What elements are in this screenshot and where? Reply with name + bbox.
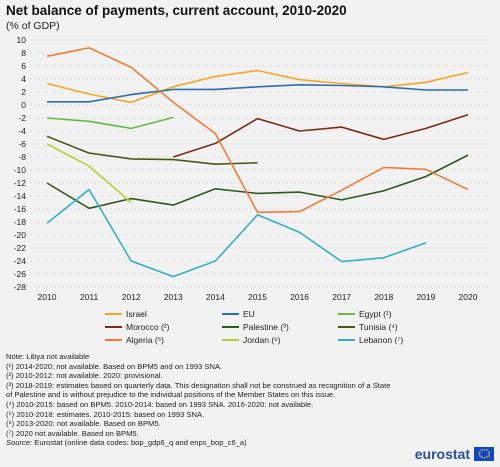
legend-label-tunisia: Tunisia (⁴) — [359, 322, 398, 332]
x-tick-label: 2011 — [80, 292, 99, 302]
legend-label-egypt: Egypt (¹) — [359, 309, 392, 319]
y-tick-label: -26 — [14, 269, 27, 279]
flag-star-icon: ★ — [483, 455, 486, 460]
y-tick-label: -24 — [14, 256, 27, 266]
y-tick-label: 4 — [21, 74, 26, 84]
y-tick-label: 2 — [21, 87, 26, 97]
series-line-palestine — [46, 154, 469, 210]
x-tick-label: 2016 — [290, 292, 309, 302]
flag-star-icon: ★ — [488, 451, 491, 456]
series-line-egypt — [46, 116, 174, 130]
x-tick-label: 2010 — [38, 292, 57, 302]
flag-star-icon: ★ — [478, 451, 481, 456]
chart-title: Net balance of payments, current account… — [6, 3, 347, 18]
note-5: (⁵) 2010-2018: estimates. 2010-2015: bas… — [6, 409, 205, 419]
flag-star-icon: ★ — [487, 449, 491, 454]
legend-label-jordan: Jordan (⁶) — [243, 335, 281, 345]
y-tick-label: -8 — [18, 152, 26, 162]
legend-label-algeria: Algeria (⁵) — [126, 335, 164, 345]
y-tick-label: -12 — [14, 178, 27, 188]
flag-star-icon: ★ — [480, 448, 484, 453]
note-1: (¹) 2014-2020: not available. Based on B… — [6, 361, 223, 371]
series-line-eu — [47, 84, 468, 103]
flag-star-icon: ★ — [483, 447, 486, 452]
note-7: (⁷) 2020 not available. Based on BPM5. — [6, 428, 139, 438]
x-tick-label: 2018 — [374, 292, 393, 302]
line-chart: 10 8 6 4 2 0 -2 -4 -6 -8 -10 -12 -14 -16 -18 -20 -22 -24 -… — [14, 35, 490, 345]
y-tick-label: -10 — [14, 165, 27, 175]
note-2: (²) 2010-2012: not available. 2020: prov… — [6, 371, 163, 381]
x-tick-label: 2014 — [206, 292, 225, 302]
source-line: Source: Eurostat (online data codes: bop… — [6, 438, 496, 448]
y-tick-label: 6 — [21, 61, 26, 71]
source-text: Eurostat (online data codes: bop_gdp6_q … — [32, 438, 247, 448]
flag-star-icon: ★ — [480, 454, 484, 459]
y-tick-label: -28 — [14, 282, 27, 292]
y-tick-label: -20 — [14, 230, 27, 240]
note-4: (⁴) 2010-2015: based on BPM5. 2010-2014:… — [6, 399, 314, 409]
y-tick-label: -18 — [14, 217, 27, 227]
y-tick-label: 10 — [17, 35, 27, 45]
note-3b: of Palestine and is without prejudice to… — [6, 390, 336, 400]
series-line-israel — [46, 69, 469, 104]
series-line-algeria — [46, 46, 469, 214]
legend-label-israel: Israel — [126, 309, 147, 319]
x-tick-label: 2019 — [416, 292, 435, 302]
series-line-lebanon — [46, 188, 427, 278]
y-tick-label: -6 — [18, 139, 26, 149]
legend-label-eu: EU — [243, 309, 255, 319]
x-tick-label: 2017 — [332, 292, 351, 302]
y-tick-label: -4 — [18, 126, 26, 136]
flag-star-icon: ★ — [478, 449, 482, 454]
x-tick-label: 2020 — [459, 292, 478, 302]
eu-flag-icon: ★ ★ ★ ★ ★ ★ ★ ★ ★ ★ ★ ★ — [474, 447, 494, 461]
flag-star-icon: ★ — [487, 453, 491, 458]
series-line-jordan — [46, 143, 132, 204]
legend-label-palestine: Palestine (³) — [243, 322, 289, 332]
x-tick-label: 2013 — [164, 292, 183, 302]
x-tick-label: 2015 — [248, 292, 267, 302]
note-6: (⁶) 2013-2020: not available. Based on B… — [6, 419, 161, 429]
legend-label-morocco: Morocco (²) — [126, 322, 170, 332]
logo-text: eurostat — [414, 446, 470, 462]
eurostat-logo: eurostat ★ ★ ★ ★ ★ ★ ★ ★ ★ ★ ★ ★ — [415, 446, 494, 462]
series-line-tunisia — [46, 135, 258, 165]
y-tick-label: -22 — [14, 243, 27, 253]
source-label: Source: — [6, 438, 33, 448]
note-3a: (³) 2018-2019: estimates based on quarte… — [6, 380, 391, 390]
chart-subtitle: (% of GDP) — [6, 20, 60, 32]
y-tick-label: -16 — [14, 204, 27, 214]
y-tick-label: 8 — [21, 48, 26, 58]
y-tick-label: 0 — [21, 100, 26, 110]
y-tick-label: -14 — [14, 191, 27, 201]
flag-star-icon: ★ — [485, 448, 489, 453]
flag-star-icon: ★ — [485, 454, 489, 459]
flag-star-icon: ★ — [478, 453, 482, 458]
y-tick-label: -2 — [18, 113, 26, 123]
series-line-morocco — [173, 114, 469, 158]
x-tick-label: 2012 — [122, 292, 141, 302]
note-libya: Note: Libya not available — [6, 352, 90, 361]
legend-label-lebanon: Lebanon (⁷) — [359, 335, 403, 345]
footnotes: Note: Libya not available (¹) 2014-2020:… — [6, 352, 496, 448]
